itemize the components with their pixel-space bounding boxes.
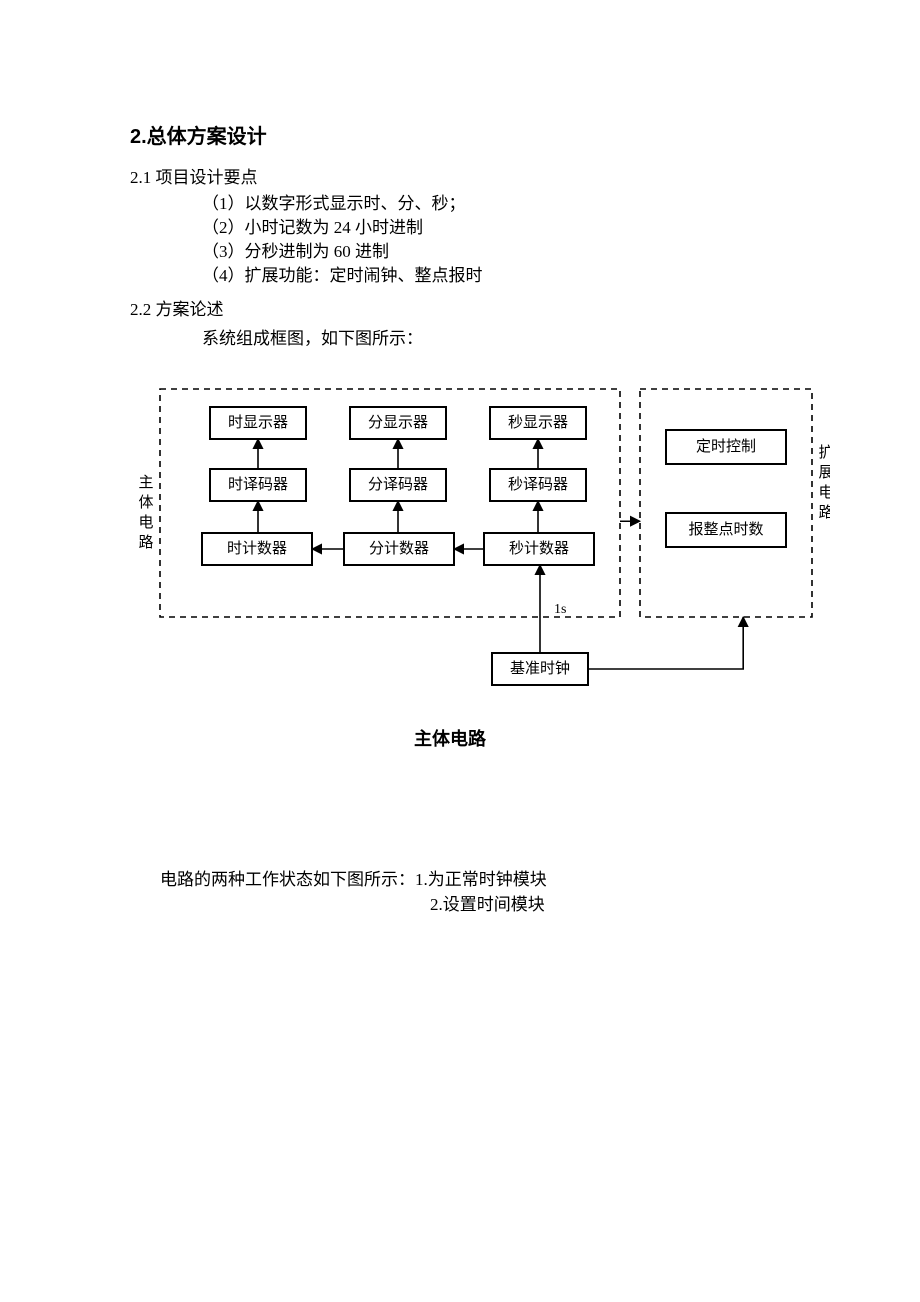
svg-text:路: 路 bbox=[818, 504, 830, 521]
svg-text:电: 电 bbox=[138, 514, 153, 531]
svg-text:时计数器: 时计数器 bbox=[227, 540, 287, 557]
svg-text:分计数器: 分计数器 bbox=[369, 540, 429, 557]
subheading-2-2: 2.2 方案论述 bbox=[130, 295, 790, 320]
svg-text:1s: 1s bbox=[554, 602, 566, 617]
bullet-4: （4）扩展功能：定时闹钟、整点报时 bbox=[202, 264, 790, 288]
svg-text:秒译码器: 秒译码器 bbox=[508, 476, 568, 493]
svg-text:电: 电 bbox=[818, 484, 830, 501]
svg-text:秒计数器: 秒计数器 bbox=[509, 540, 569, 557]
svg-text:秒显示器: 秒显示器 bbox=[508, 414, 568, 431]
block-diagram: 主体电路扩展电路时显示器分显示器秒显示器时译码器分译码器秒译码器时计数器分计数器… bbox=[130, 385, 790, 775]
svg-text:时译码器: 时译码器 bbox=[228, 476, 288, 493]
svg-text:分显示器: 分显示器 bbox=[368, 414, 428, 431]
section-heading: 2.总体方案设计 bbox=[130, 120, 790, 149]
working-states-text: 电路的两种工作状态如下图所示：1.为正常时钟模块 2.设置时间模块 bbox=[130, 865, 790, 915]
bullet-3: （3）分秒进制为 60 进制 bbox=[202, 240, 790, 264]
scheme-intro-text: 系统组成框图，如下图所示： bbox=[130, 324, 790, 349]
svg-text:扩: 扩 bbox=[818, 444, 830, 461]
svg-text:基准时钟: 基准时钟 bbox=[510, 660, 570, 677]
subheading-2-1: 2.1 项目设计要点 bbox=[130, 163, 790, 188]
working-state-line-2: 2.设置时间模块 bbox=[160, 890, 790, 915]
svg-text:体: 体 bbox=[138, 494, 153, 511]
svg-text:定时控制: 定时控制 bbox=[696, 438, 756, 455]
svg-text:时显示器: 时显示器 bbox=[228, 414, 288, 431]
svg-text:路: 路 bbox=[138, 534, 153, 551]
working-state-line-1: 电路的两种工作状态如下图所示：1.为正常时钟模块 bbox=[160, 865, 790, 890]
bullet-2: （2）小时记数为 24 小时进制 bbox=[202, 216, 790, 240]
design-points-list: （1）以数字形式显示时、分、秒； （2）小时记数为 24 小时进制 （3）分秒进… bbox=[130, 192, 790, 289]
bullet-1: （1）以数字形式显示时、分、秒； bbox=[202, 192, 790, 216]
svg-text:展: 展 bbox=[818, 465, 830, 481]
svg-text:主体电路: 主体电路 bbox=[414, 728, 487, 749]
svg-text:主: 主 bbox=[138, 474, 153, 491]
svg-text:报整点时数: 报整点时数 bbox=[688, 521, 763, 538]
svg-text:分译码器: 分译码器 bbox=[368, 476, 428, 493]
